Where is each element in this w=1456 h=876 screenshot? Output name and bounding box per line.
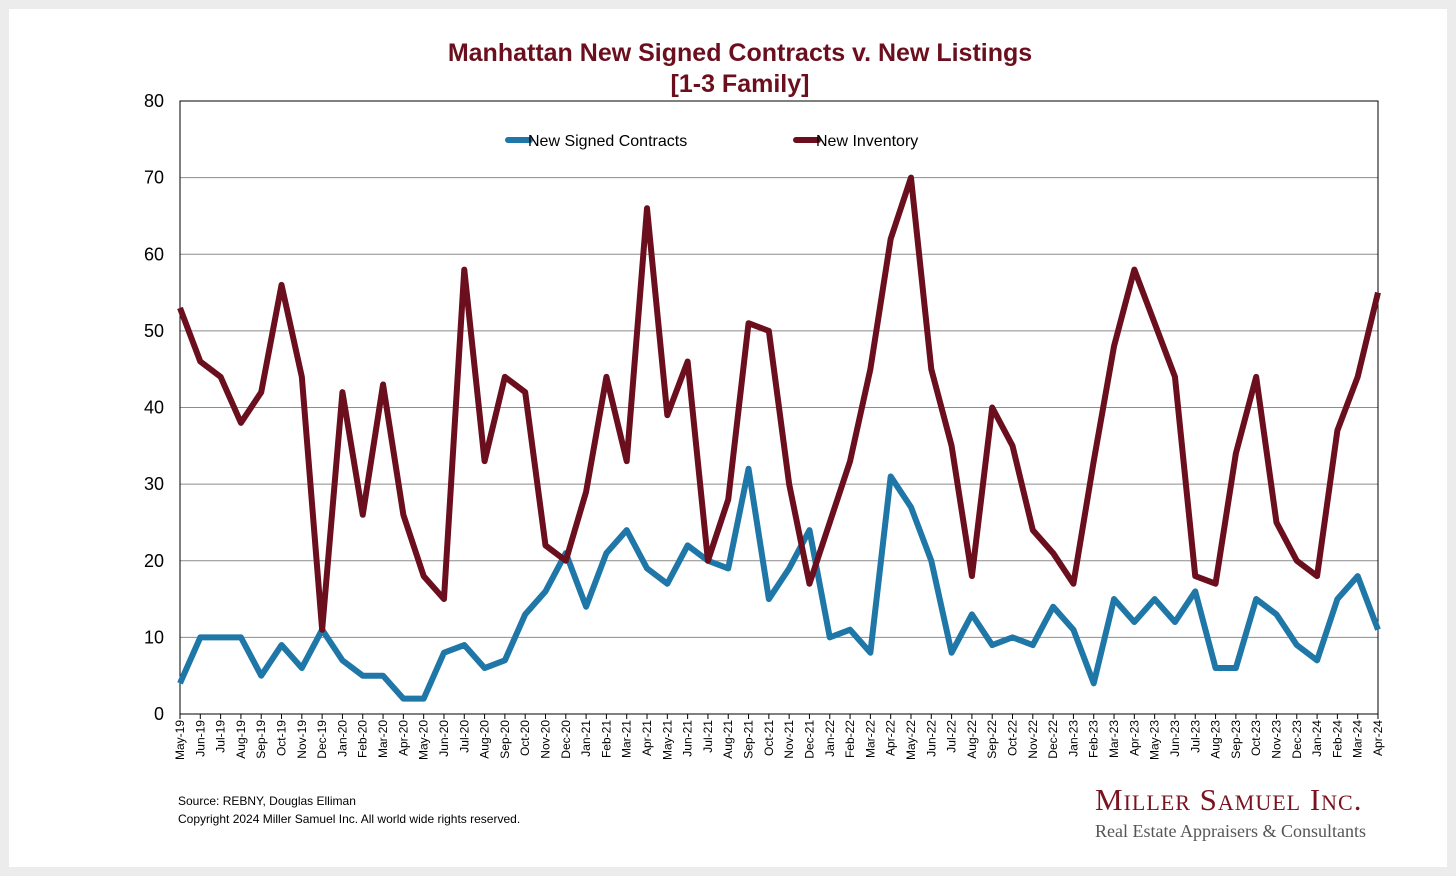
- source-note: Source: REBNY, Douglas Elliman Copyright…: [178, 792, 520, 828]
- x-tick-label: Jun-23: [1168, 720, 1182, 757]
- x-tick-label: Jan-24: [1310, 720, 1324, 757]
- x-tick-label: Oct-21: [762, 720, 776, 756]
- x-tick-label: Sep-19: [254, 720, 268, 759]
- x-tick-label: Nov-23: [1269, 720, 1283, 759]
- x-tick-label: Nov-19: [295, 720, 309, 759]
- x-tick-label: Aug-22: [965, 720, 979, 759]
- x-tick-label: Apr-22: [884, 720, 898, 756]
- x-tick-label: Nov-20: [538, 720, 552, 759]
- chart-frame: [9, 9, 1447, 867]
- brand-logo: Miller Samuel Inc. Real Estate Appraiser…: [1095, 782, 1395, 842]
- x-tick-label: Feb-24: [1330, 720, 1344, 758]
- chart-title: Manhattan New Signed Contracts v. New Li…: [447, 39, 1033, 67]
- x-tick-label: Sep-20: [498, 720, 512, 759]
- y-tick-label: 0: [154, 704, 164, 724]
- x-tick-label: Sep-22: [985, 720, 999, 759]
- x-tick-label: Aug-19: [234, 720, 248, 759]
- legend-label: New Signed Contracts: [528, 133, 687, 150]
- x-tick-label: Aug-21: [721, 720, 735, 759]
- y-tick-label: 50: [144, 321, 164, 341]
- x-tick-label: Dec-22: [1046, 720, 1060, 759]
- x-tick-label: Apr-23: [1127, 720, 1141, 756]
- x-tick-label: Jul-19: [214, 720, 228, 753]
- y-tick-label: 70: [144, 168, 164, 188]
- x-tick-label: Aug-23: [1209, 720, 1223, 759]
- x-tick-label: Aug-20: [478, 720, 492, 759]
- brand-tagline: Real Estate Appraisers & Consultants: [1095, 821, 1366, 841]
- x-tick-label: Jan-23: [1066, 720, 1080, 757]
- x-tick-label: Apr-24: [1371, 720, 1385, 756]
- x-tick-label: Feb-20: [356, 720, 370, 758]
- series-line-new-signed-contracts: [177, 465, 1381, 702]
- x-tick-label: Sep-23: [1229, 720, 1243, 759]
- x-tick-label: Mar-20: [376, 720, 390, 758]
- x-tick-label: Mar-23: [1107, 720, 1121, 758]
- x-tick-label: Jun-21: [681, 720, 695, 757]
- x-tick-label: Dec-21: [802, 720, 816, 759]
- x-tick-label: Dec-23: [1290, 720, 1304, 759]
- x-tick-label: Jan-22: [823, 720, 837, 757]
- chart-subtitle: [1-3 Family]: [670, 70, 810, 98]
- x-tick-label: Nov-21: [782, 720, 796, 759]
- x-tick-label: Mar-24: [1351, 720, 1365, 758]
- x-tick-label: May-20: [417, 720, 431, 760]
- x-tick-label: Mar-22: [863, 720, 877, 758]
- x-tick-label: Feb-21: [599, 720, 613, 758]
- x-tick-label: Jun-20: [437, 720, 451, 757]
- x-tick-label: Jul-22: [945, 720, 959, 753]
- x-tick-label: Feb-22: [843, 720, 857, 758]
- legend-label: New Inventory: [816, 133, 918, 150]
- x-tick-label: May-21: [660, 720, 674, 760]
- y-tick-label: 40: [144, 398, 164, 418]
- brand-name: Miller Samuel Inc.: [1095, 782, 1363, 817]
- x-tick-label: Apr-20: [396, 720, 410, 756]
- x-tick-label: May-22: [904, 720, 918, 760]
- y-tick-label: 80: [144, 91, 164, 111]
- plot-area: [179, 100, 1379, 715]
- copyright-text: Copyright 2024 Miller Samuel Inc. All wo…: [178, 812, 521, 826]
- y-tick-label: 30: [144, 474, 164, 494]
- x-tick-label: Jul-21: [701, 720, 715, 753]
- x-tick-label: Oct-23: [1249, 720, 1263, 756]
- chart-title-block: Manhattan New Signed Contracts v. New Li…: [0, 38, 1456, 100]
- x-tick-label: Jun-22: [924, 720, 938, 757]
- y-tick-label: 20: [144, 551, 164, 571]
- x-tick-label: May-23: [1148, 720, 1162, 760]
- x-tick-label: Oct-19: [275, 720, 289, 756]
- y-tick-label: 60: [144, 244, 164, 264]
- x-tick-label: Jun-19: [193, 720, 207, 757]
- series-line-new-inventory: [177, 174, 1381, 633]
- x-tick-label: Jul-23: [1188, 720, 1202, 753]
- x-tick-label: Jan-20: [335, 720, 349, 757]
- x-tick-label: May-19: [173, 720, 187, 760]
- x-tick-label: Sep-21: [742, 720, 756, 759]
- x-tick-label: Oct-20: [518, 720, 532, 756]
- source-text: Source: REBNY, Douglas Elliman: [178, 794, 356, 808]
- x-tick-label: Mar-21: [620, 720, 634, 758]
- y-tick-label: 10: [144, 627, 164, 647]
- x-tick-label: Nov-22: [1026, 720, 1040, 759]
- x-tick-label: Dec-20: [559, 720, 573, 759]
- x-tick-label: Oct-22: [1006, 720, 1020, 756]
- x-tick-label: Dec-19: [315, 720, 329, 759]
- x-tick-label: Jul-20: [457, 720, 471, 753]
- x-tick-label: Jan-21: [579, 720, 593, 757]
- x-tick-label: Feb-23: [1087, 720, 1101, 758]
- x-tick-label: Apr-21: [640, 720, 654, 756]
